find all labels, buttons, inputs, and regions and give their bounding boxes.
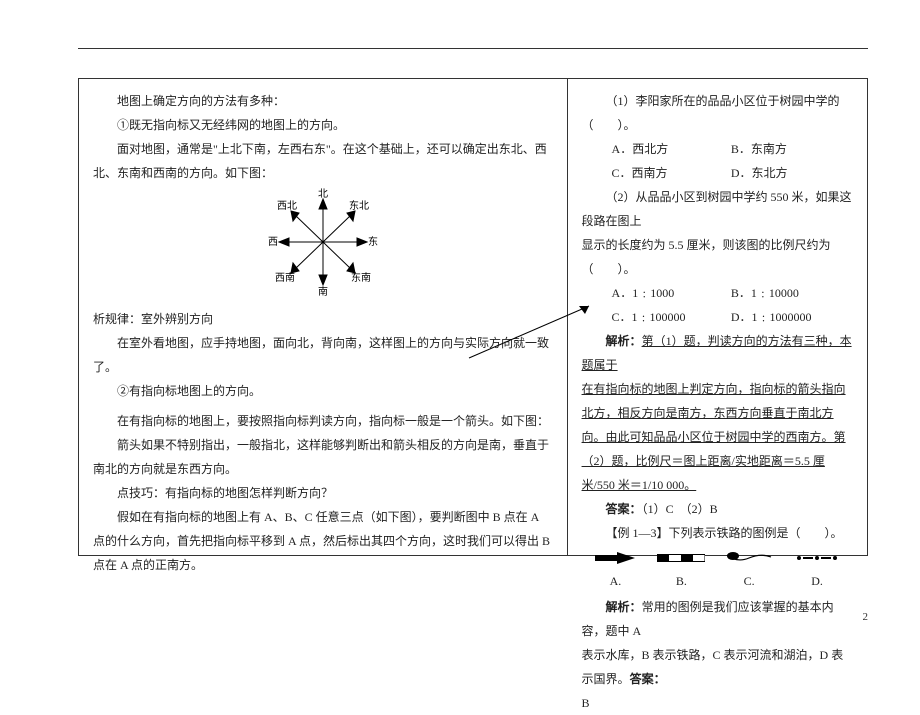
q2-opt-c: C．1﹕100000 xyxy=(582,305,731,329)
legend-b-label: B. xyxy=(676,569,687,593)
compass-e: 东 xyxy=(368,235,378,248)
river-lake-icon xyxy=(725,549,773,567)
compass-ne: 东北 xyxy=(349,199,369,212)
left-line-4: 析规律：室外辨别方向 xyxy=(93,307,553,331)
expl2-label: 解析： xyxy=(606,600,642,614)
content-frame: 地图上确定方向的方法有多种： ①既无指向标又无经纬网的地图上的方向。 面对地图，… xyxy=(78,78,868,556)
legend-item-c: C. xyxy=(725,549,773,593)
q1-stem: （1）李阳家所在的品品小区位于树园中学的（ ）。 xyxy=(582,89,853,137)
expl-body: 在有指向标的地图上判定方向，指向标的箭头指向北方，相反方向是南方，东西方向垂直于… xyxy=(582,377,853,497)
compass-sw: 西南 xyxy=(275,271,295,284)
legend-item-b: B. xyxy=(657,549,705,593)
ans2-label: 答案： xyxy=(630,672,666,686)
q2-stem-a: （2）从品品小区到树园中学约 550 米，如果这段路在图上 xyxy=(582,185,853,233)
expl-label: 解析： xyxy=(606,334,642,348)
legend-item-d: D. xyxy=(793,549,841,593)
compass-se: 东南 xyxy=(351,271,371,284)
q1-row2: C．西南方 D．东北方 xyxy=(582,161,853,185)
national-border-icon xyxy=(793,549,841,567)
legend-d-label: D. xyxy=(811,569,823,593)
ex13-explanation-2: 表示水库，B 表示铁路，C 表示河流和湖泊，D 表示国界。答案： xyxy=(582,643,853,691)
left-line-9: 点技巧：有指向标的地图怎样判断方向？ xyxy=(93,481,553,505)
ex13-explanation-1: 解析：常用的图例是我们应该掌握的基本内容，题中 A xyxy=(582,595,853,643)
ex13-answer: B xyxy=(582,691,853,715)
q1q2-explanation: 解析：第（1）题，判读方向的方法有三种，本题属于 xyxy=(582,329,853,377)
left-line-2: ①既无指向标又无经纬网的地图上的方向。 xyxy=(93,113,553,137)
left-line-1: 地图上确定方向的方法有多种： xyxy=(93,89,553,113)
compass-w: 西 xyxy=(268,237,278,248)
legend-c-label: C. xyxy=(744,569,755,593)
left-line-8: 箭头如果不特别指出，一般指北，这样能够判断出和箭头相反的方向是南，垂直于南北的方… xyxy=(93,433,553,481)
page-number: 2 xyxy=(863,611,869,623)
left-line-3: 面对地图，通常是"上北下南，左西右东"。在这个基础上，还可以确定出东北、西北、东… xyxy=(93,137,553,185)
left-line-10: 假如在有指向标的地图上有 A、B、C 任意三点（如下图），要判断图中 B 点在 … xyxy=(93,505,553,577)
compass-s: 南 xyxy=(318,285,328,297)
left-line-7: 在有指向标的地图上，要按照指向标判读方向，指向标一般是一个箭头。如下图： xyxy=(93,409,553,433)
top-horizontal-rule xyxy=(78,48,868,49)
ans-label: 答案： xyxy=(606,502,642,516)
q2-stem-b: 显示的长度约为 5.5 厘米，则该图的比例尺约为（ ）。 xyxy=(582,233,853,281)
legend-a-label: A. xyxy=(610,569,622,593)
compass-nw: 西北 xyxy=(277,200,297,212)
legend-row: A. B. C. xyxy=(582,545,853,595)
q2-opt-a: A．1﹕1000 xyxy=(582,281,731,305)
q2-opt-b: B．1﹕10000 xyxy=(731,281,853,305)
example-1-3-stem: 【例 1—3】下列表示铁路的图例是（ ）。 xyxy=(582,521,853,545)
q2-opt-d: D．1﹕1000000 xyxy=(731,305,853,329)
ans-text: （1）C （2）B xyxy=(642,502,718,516)
left-line-5: 在室外看地图，应手持地图，面向北，背向南，这样图上的方向与实际方向就一致了。 xyxy=(93,331,553,379)
left-column: 地图上确定方向的方法有多种： ①既无指向标又无经纬网的地图上的方向。 面对地图，… xyxy=(79,79,568,555)
q2-row2: C．1﹕100000 D．1﹕1000000 xyxy=(582,305,853,329)
railway-icon xyxy=(657,549,705,567)
expl2-text-b: 表示水库，B 表示铁路，C 表示河流和湖泊，D 表示国界。 xyxy=(582,648,844,686)
compass-diagram: 北 南 东 西 东北 西北 东南 西南 xyxy=(93,187,553,305)
q1-opt-a: A．西北方 xyxy=(582,137,731,161)
legend-item-a: A. xyxy=(593,549,637,593)
q1-row1: A．西北方 B．东南方 xyxy=(582,137,853,161)
reservoir-icon xyxy=(593,549,637,567)
right-column: （1）李阳家所在的品品小区位于树园中学的（ ）。 A．西北方 B．东南方 C．西… xyxy=(568,79,867,555)
q2-row1: A．1﹕1000 B．1﹕10000 xyxy=(582,281,853,305)
q1q2-answer: 答案：（1）C （2）B xyxy=(582,497,853,521)
left-line-6: ②有指向标地图上的方向。 xyxy=(93,379,553,403)
q1-opt-b: B．东南方 xyxy=(731,137,853,161)
q1-opt-d: D．东北方 xyxy=(731,161,853,185)
q1-opt-c: C．西南方 xyxy=(582,161,731,185)
compass-n: 北 xyxy=(318,188,328,200)
